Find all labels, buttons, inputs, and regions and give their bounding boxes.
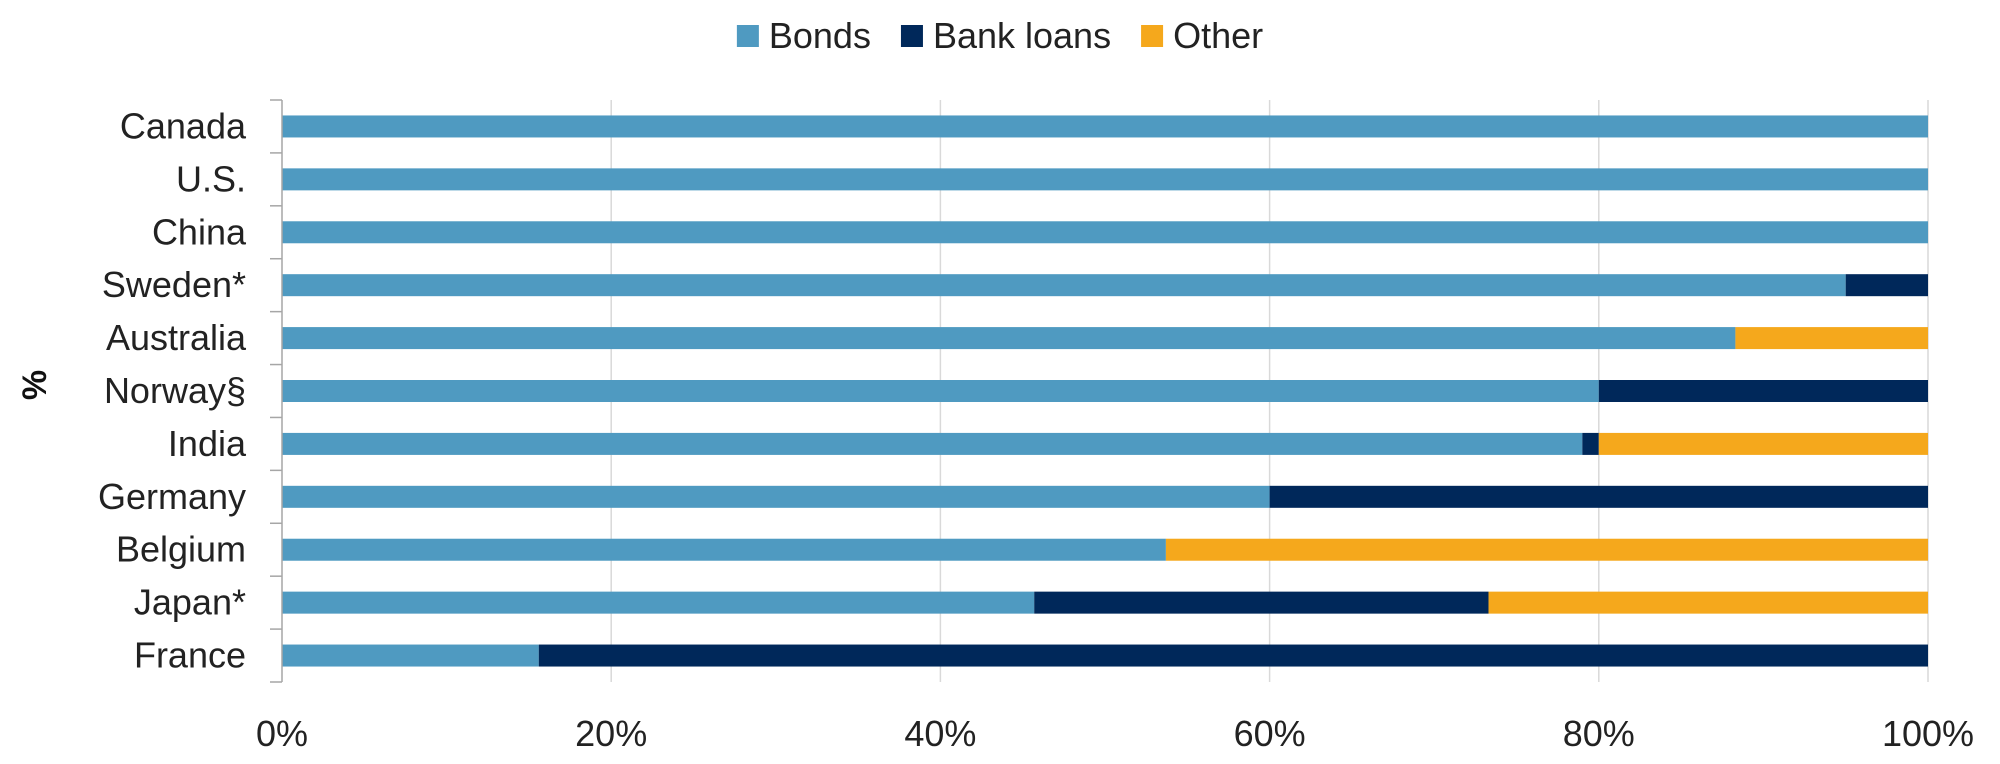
bar-segment [1845,274,1928,297]
bar-segment [1034,591,1489,614]
y-axis-title: % [16,370,54,400]
category-label: Australia [106,317,247,358]
bar-segment [282,168,1928,191]
category-label: China [152,211,247,252]
category-label: France [134,635,246,676]
category-label: Japan* [134,582,246,623]
bar-segment [282,115,1928,138]
category-label: Canada [120,105,247,146]
x-tick-label: 0% [256,713,308,754]
legend-swatch [736,25,759,47]
x-tick-label: 60% [1234,713,1306,754]
x-tick-label: 20% [575,713,647,754]
bar-segment [1598,432,1928,455]
bar-segment [282,221,1928,244]
bar-segment [282,591,1035,614]
bar-segment [282,485,1270,508]
x-tick-label: 40% [904,713,976,754]
legend-label: Bank loans [933,15,1111,56]
x-tick-label: 80% [1563,713,1635,754]
x-axis: 0% 20% 40% 60% 80% 100% [256,713,1974,754]
bar-segment [1598,380,1928,402]
category-label: Belgium [116,529,246,570]
bar-segment [282,380,1599,402]
bar-segment [538,644,1928,667]
bar-segment [282,538,1166,561]
bar-segment [1488,591,1928,614]
legend-label: Bonds [769,15,871,56]
category-label: India [168,423,247,464]
legend-swatch [1141,25,1164,47]
bar-segment [282,644,539,667]
bar-segment [1582,432,1599,455]
y-axis: Canada U.S. China Sweden* Australia Norway§ In… [98,99,283,683]
bar-segment [282,327,1736,350]
category-label: Germany [98,476,246,517]
category-label: U.S. [176,158,246,199]
legend-swatch [900,25,923,47]
legend-item: Bonds [736,15,871,56]
legend-item: Bank loans [900,15,1111,56]
category-label: Norway§ [104,370,246,411]
bar-segment [1165,538,1928,561]
bar-segment [1269,485,1928,508]
legend: Bonds Bank loans Other [736,15,1263,56]
legend-item: Other [1141,15,1263,56]
category-label: Sweden* [102,264,246,305]
bars [282,115,1928,667]
bar-segment [282,432,1583,455]
bar-segment [282,274,1846,297]
legend-label: Other [1173,15,1263,56]
bar-segment [1735,327,1928,350]
x-tick-label: 100% [1882,713,1974,754]
